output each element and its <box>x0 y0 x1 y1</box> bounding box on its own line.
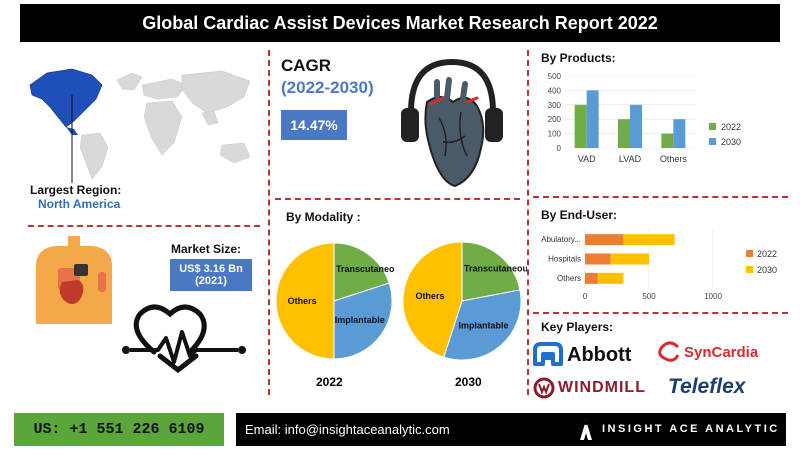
cagr-period: (2022-2030) <box>281 78 374 97</box>
products-bar <box>586 90 599 148</box>
end-user-category-label: Abulatory... <box>541 235 581 244</box>
modality-heading: By Modality : <box>286 210 361 224</box>
divider-left-horizontal <box>28 225 260 227</box>
footer-email[interactable]: Email: info@insightaceanalytic.com <box>245 422 450 437</box>
end-user-legend-label: 2030 <box>757 265 777 275</box>
modality-2030-slice <box>443 289 522 361</box>
modality-pie-2022: Transcutaneous Implantable Others <box>275 242 395 360</box>
products-bar <box>574 104 587 148</box>
products-y-tick-label: 200 <box>548 115 562 124</box>
end-user-category-label: Hospitals <box>548 255 581 264</box>
modality-2030-slice <box>402 241 463 358</box>
divider-right-horizontal-1 <box>533 196 788 198</box>
end-user-bar-chart: 0 500 1000 Abulatory... Hospitals Others 2022 2… <box>541 230 777 301</box>
products-legend-label: 2022 <box>721 122 741 132</box>
products-y-tick-label: 0 <box>557 144 562 153</box>
products-category-label: LVAD <box>619 154 642 164</box>
modality-2022-slice-label: Others <box>288 296 317 306</box>
modality-pie-2030: Transcutaneous Implantable Others <box>402 241 527 361</box>
products-legend-swatch <box>709 123 716 130</box>
products-y-tick-label: 100 <box>548 130 562 139</box>
modality-2030-slice-label: Implantable <box>458 320 508 330</box>
products-bar <box>661 133 674 148</box>
market-size-year: (2021) <box>195 275 227 287</box>
world-map-icon <box>29 68 251 183</box>
divider-left <box>268 50 270 395</box>
products-bar <box>673 119 686 148</box>
windmill-logo: WINDMILL <box>533 375 658 401</box>
end-user-bar <box>623 234 675 246</box>
end-user-bar <box>585 234 624 246</box>
syncardia-logo-text: SynCardia <box>684 343 759 361</box>
end-user-legend-label: 2022 <box>757 249 777 259</box>
end-user-legend-swatch <box>746 266 753 273</box>
largest-region-value: North America <box>38 197 121 211</box>
modality-2022-slice <box>275 242 335 360</box>
products-legend-label: 2030 <box>721 137 741 147</box>
market-size-box: US$ 3.16 Bn (2021) <box>170 259 252 291</box>
footer-bar: Email: info@insightaceanalytic.com INSIG… <box>236 413 786 446</box>
footer-brand: INSIGHT ACE ANALYTIC <box>602 423 780 435</box>
end-user-x-tick-label: 500 <box>642 292 656 301</box>
north-america-highlight <box>29 68 103 128</box>
cagr-title: CAGR <box>281 56 332 75</box>
end-user-bar <box>585 272 598 284</box>
end-user-bar <box>585 253 611 265</box>
pie-year-2022: 2022 <box>316 375 343 389</box>
key-players-heading: Key Players: <box>541 320 614 334</box>
pie-year-2030: 2030 <box>455 375 482 389</box>
cagr-value: 14.47% <box>281 110 347 140</box>
report-title: Global Cardiac Assist Devices Market Res… <box>20 4 780 42</box>
patient-device-icon <box>36 236 112 324</box>
syncardia-logo: SynCardia <box>658 338 783 366</box>
brand-logo-icon <box>580 420 592 440</box>
largest-region-label: Largest Region: <box>30 183 122 197</box>
modality-2030-slice <box>461 241 521 302</box>
end-user-bar <box>610 253 649 265</box>
phone-banner: US: +1 551 226 6109 <box>14 413 224 446</box>
teleflex-logo: Teleflex <box>668 374 783 400</box>
products-y-tick-label: 300 <box>548 101 562 110</box>
products-bar-chart: 0 100 200 300 400 500 VAD LVAD Others 2022 2030 <box>548 72 741 164</box>
products-category-label: VAD <box>578 154 596 164</box>
syncardia-mark-icon <box>658 341 680 362</box>
windmill-mark-icon <box>533 377 555 399</box>
phone-number: US: +1 551 226 6109 <box>33 421 205 438</box>
teleflex-logo-text: Teleflex <box>668 375 746 398</box>
modality-2022-slice-label: Transcutaneous <box>336 264 395 274</box>
abbott-logo: Abbott <box>533 340 643 370</box>
end-user-legend-swatch <box>746 250 753 257</box>
end-user-category-label: Others <box>557 274 581 283</box>
modality-2022-slice-label: Implantable <box>335 315 385 325</box>
end-user-heading: By End-User: <box>541 208 618 222</box>
modality-2030-slice-label: Transcutaneous <box>464 264 527 274</box>
market-size-value: US$ 3.16 Bn <box>179 263 243 275</box>
market-size-label: Market Size: <box>171 242 242 256</box>
end-user-x-tick-label: 1000 <box>704 292 722 301</box>
modality-2022-slice <box>333 242 390 302</box>
products-y-tick-label: 500 <box>548 72 562 81</box>
products-heading: By Products: <box>541 51 616 65</box>
divider-middle-horizontal <box>275 198 520 200</box>
heartbeat-heart-icon <box>122 304 246 374</box>
products-bar <box>618 119 630 148</box>
abbott-logo-text: Abbott <box>567 343 632 366</box>
products-y-tick-label: 400 <box>548 86 562 95</box>
end-user-bar <box>597 272 624 284</box>
products-legend-swatch <box>709 138 716 145</box>
heart-headphones-icon <box>401 58 503 188</box>
modality-2022-slice <box>333 282 393 360</box>
divider-right <box>527 50 529 395</box>
end-user-x-tick-label: 0 <box>583 292 588 301</box>
windmill-logo-text: WINDMILL <box>558 379 646 396</box>
abbott-mark-icon <box>533 342 563 366</box>
products-bar <box>630 104 642 148</box>
modality-2030-slice-label: Others <box>415 291 444 301</box>
divider-right-horizontal-2 <box>533 312 788 314</box>
products-category-label: Others <box>660 154 688 164</box>
